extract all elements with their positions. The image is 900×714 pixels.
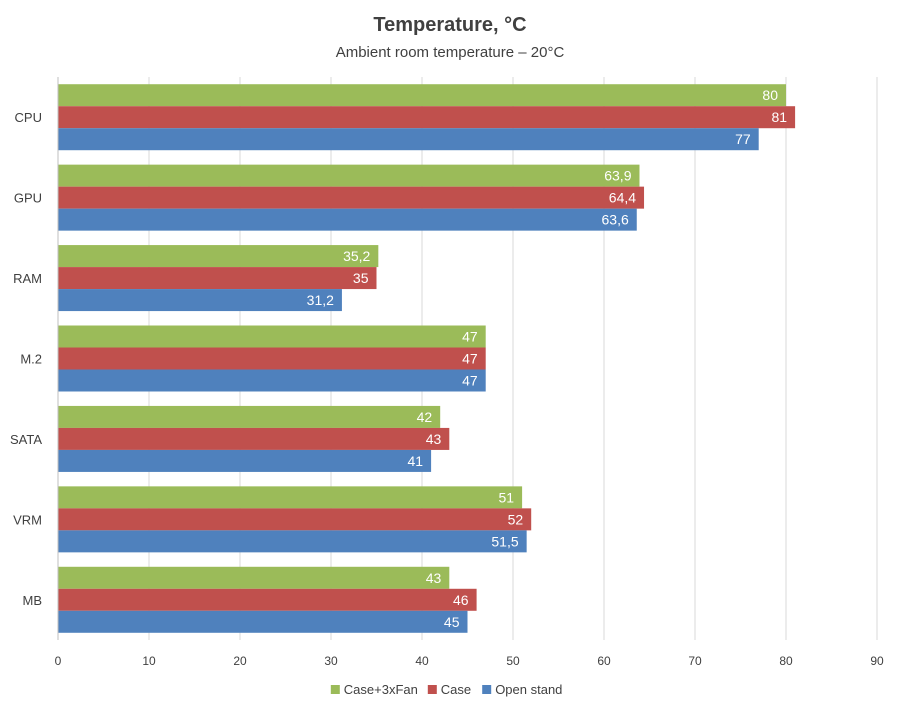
bar [58,486,523,509]
bar [58,325,486,348]
x-tick-label: 20 [233,654,247,668]
data-label: 35,2 [343,248,370,264]
x-tick-label: 60 [597,654,611,668]
data-label: 63,6 [602,212,629,228]
chart-title: Temperature, °C [373,14,526,36]
bar [58,405,441,428]
data-label: 81 [772,109,788,125]
legend: Case+3xFan Case Open stand [330,682,562,697]
data-label: 63,9 [604,168,631,184]
y-category-label: VRM [13,512,42,527]
bar [58,369,486,392]
y-category-label: MB [23,593,43,608]
data-label: 43 [426,570,442,586]
data-label: 47 [462,329,478,345]
data-label: 64,4 [609,190,636,206]
y-category-label: CPU [15,110,42,125]
bar [58,427,450,450]
legend-swatch [427,685,437,694]
data-label: 47 [462,373,478,389]
bar [58,128,759,151]
data-label: 42 [417,409,433,425]
x-tick-label: 70 [688,654,702,668]
bar [58,289,342,312]
bar [58,106,796,129]
data-label: 51 [499,489,515,505]
bar [58,84,786,107]
bar [58,186,645,209]
legend-swatch [482,685,492,694]
x-tick-label: 30 [324,654,338,668]
x-tick-label: 0 [55,654,62,668]
bar [58,530,527,553]
bar [58,566,450,589]
data-label: 47 [462,351,478,367]
x-tick-label: 10 [142,654,156,668]
axes: 0 10 20 30 40 50 60 70 80 90 CPU GPU RAM M.2 SATA VRM MB [10,77,884,668]
y-category-label: GPU [14,191,42,206]
data-label: 35 [353,270,369,286]
data-label: 41 [408,453,424,469]
bar [58,267,377,290]
data-label: 45 [444,614,460,630]
y-category-label: SATA [10,432,42,447]
data-label: 77 [735,131,751,147]
bars: 80817763,964,463,635,23531,2474747424341… [58,84,796,633]
legend-label: Case [441,682,471,697]
data-label: 46 [453,592,469,608]
x-tick-label: 90 [870,654,884,668]
bar [58,588,477,611]
x-tick-label: 40 [415,654,429,668]
data-label: 80 [762,87,778,103]
data-label: 51,5 [491,533,518,549]
bar [58,208,637,231]
legend-label: Open stand [495,682,562,697]
y-category-label: RAM [13,271,42,286]
y-category-label: M.2 [20,352,42,367]
data-label: 31,2 [307,292,334,308]
bar [58,610,468,633]
data-label: 52 [508,511,524,527]
chart-subtitle: Ambient room temperature – 20°C [336,44,565,61]
legend-swatch [330,685,340,694]
x-tick-label: 50 [506,654,520,668]
bar [58,508,532,531]
x-tick-label: 80 [779,654,793,668]
bar [58,164,640,187]
data-label: 43 [426,431,442,447]
bar [58,347,486,370]
bar [58,449,432,472]
bar [58,245,379,268]
legend-label: Case+3xFan [344,682,418,697]
